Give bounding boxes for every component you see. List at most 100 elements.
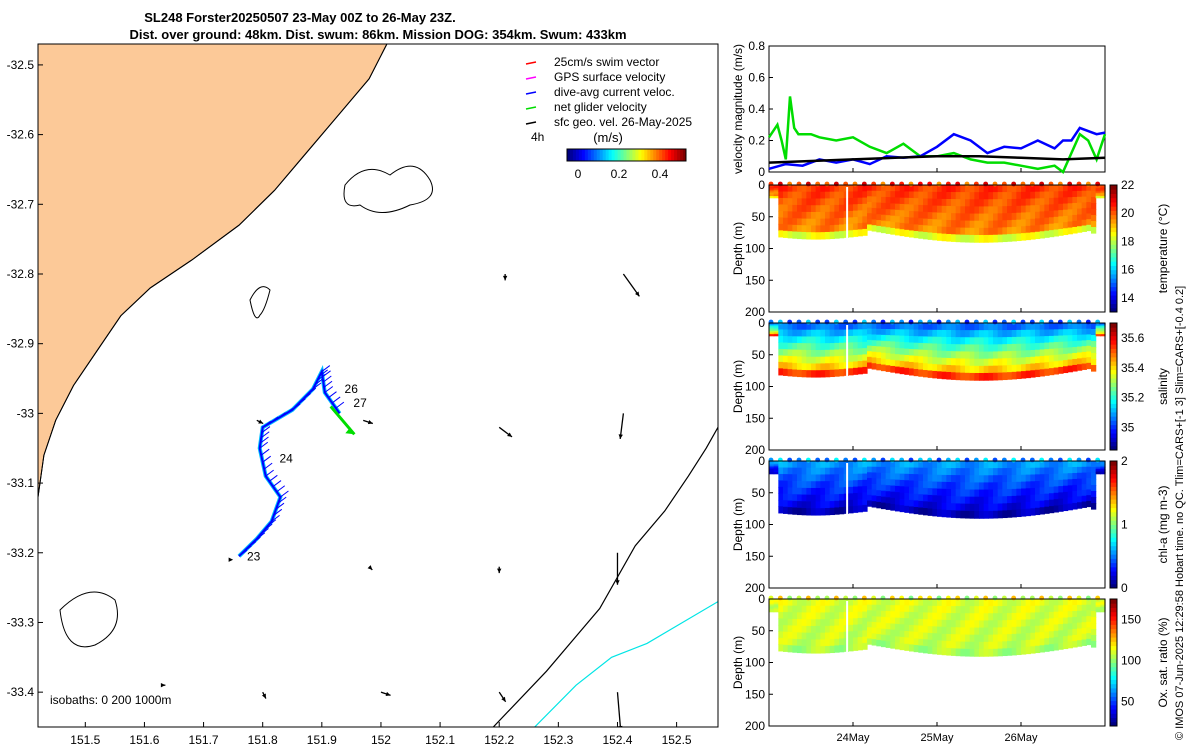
section-colorbar-segment	[1110, 295, 1117, 300]
section-cell	[1030, 225, 1036, 233]
surface-sample-dot	[992, 595, 998, 601]
section-cell	[876, 225, 882, 233]
section-cell	[960, 206, 966, 214]
section-cell	[862, 636, 868, 644]
section-cell	[1091, 221, 1097, 228]
section-cell	[801, 218, 807, 226]
section-cell	[904, 461, 910, 469]
section-cell	[1100, 332, 1106, 335]
section-cell	[1058, 323, 1064, 330]
section-cell	[815, 501, 821, 509]
section-cell	[899, 348, 905, 356]
section-cell	[1030, 481, 1036, 489]
section-cell	[825, 323, 831, 331]
section-cell	[1053, 611, 1059, 619]
section-cell	[1049, 210, 1055, 218]
section-cell	[806, 205, 812, 213]
current-velocity-tick	[262, 420, 271, 428]
section-cell	[965, 323, 971, 331]
section-cell	[1081, 202, 1087, 209]
section-cell	[951, 234, 957, 242]
section-cell	[988, 337, 994, 345]
section-cell	[1063, 473, 1069, 481]
section-cell	[848, 611, 854, 620]
section-cell	[1039, 342, 1045, 351]
section-cell	[778, 361, 784, 369]
section-colorbar-segment	[1110, 675, 1117, 680]
section-cell	[825, 467, 831, 476]
section-cell	[951, 185, 957, 193]
section-cell	[1044, 599, 1050, 607]
section-cell	[979, 344, 985, 353]
section-cell	[1016, 329, 1022, 338]
section-cell	[1021, 481, 1027, 490]
section-cell	[1049, 348, 1055, 356]
section-cell	[923, 494, 929, 502]
section-cell	[1058, 624, 1064, 631]
section-cell	[932, 612, 938, 621]
section-cell	[1002, 206, 1008, 214]
section-cell	[1095, 600, 1101, 603]
section-cell	[960, 627, 966, 636]
section-cell	[1049, 368, 1055, 376]
section-cell	[811, 198, 817, 206]
section-cell	[969, 206, 975, 215]
section-cell	[983, 620, 989, 629]
section-cell	[787, 342, 793, 350]
section-cell	[797, 225, 803, 233]
section-cell	[862, 366, 868, 374]
surface-sample-dot	[1039, 181, 1045, 187]
section-cell	[941, 619, 947, 628]
section-cell	[1030, 329, 1036, 338]
section-cell	[857, 611, 863, 619]
section-cell	[787, 625, 793, 633]
map-x-tick-label: 152.5	[662, 733, 692, 747]
section-cell	[955, 323, 961, 331]
section-cell	[853, 631, 859, 639]
section-colorbar-tick-label: 35.6	[1121, 331, 1145, 345]
section-cell	[946, 371, 952, 380]
section-cell	[792, 474, 798, 482]
section-cell	[909, 335, 915, 344]
section-cell	[1016, 226, 1022, 235]
section-cell	[899, 216, 905, 224]
section-cell	[918, 461, 924, 469]
section-cell	[787, 467, 793, 475]
section-cell	[1063, 605, 1069, 612]
section-cell	[960, 496, 966, 505]
section-cell	[848, 342, 854, 350]
section-cell	[820, 501, 826, 509]
section-cell	[1044, 625, 1050, 633]
section-cell	[979, 185, 985, 193]
section-cell	[895, 354, 901, 361]
section-cell	[881, 346, 887, 354]
section-cell	[960, 503, 966, 512]
section-cell	[792, 362, 798, 371]
section-cell	[983, 185, 989, 193]
section-cell	[895, 360, 901, 368]
section-cell	[965, 220, 971, 229]
section-cell	[769, 468, 775, 472]
section-cell	[1016, 205, 1022, 214]
section-cell	[778, 217, 784, 225]
section-cell	[834, 362, 840, 371]
section-cell	[848, 467, 854, 475]
section-cell	[871, 213, 877, 221]
section-cell	[941, 329, 947, 338]
section-cell	[1072, 323, 1078, 330]
section-cell	[988, 206, 994, 215]
section-cell	[811, 343, 817, 351]
section-cell	[937, 605, 943, 614]
section-cell	[778, 605, 784, 613]
section-cell	[1072, 628, 1078, 636]
section-cell	[881, 472, 887, 480]
section-cell	[969, 627, 975, 636]
section-cell	[1100, 324, 1106, 327]
section-cell	[909, 631, 915, 639]
section-cell	[969, 365, 975, 374]
section-cell	[993, 641, 999, 650]
speed-colorbar-segment	[593, 149, 598, 161]
section-cell	[848, 210, 854, 218]
section-colorbar-segment	[1110, 197, 1117, 203]
